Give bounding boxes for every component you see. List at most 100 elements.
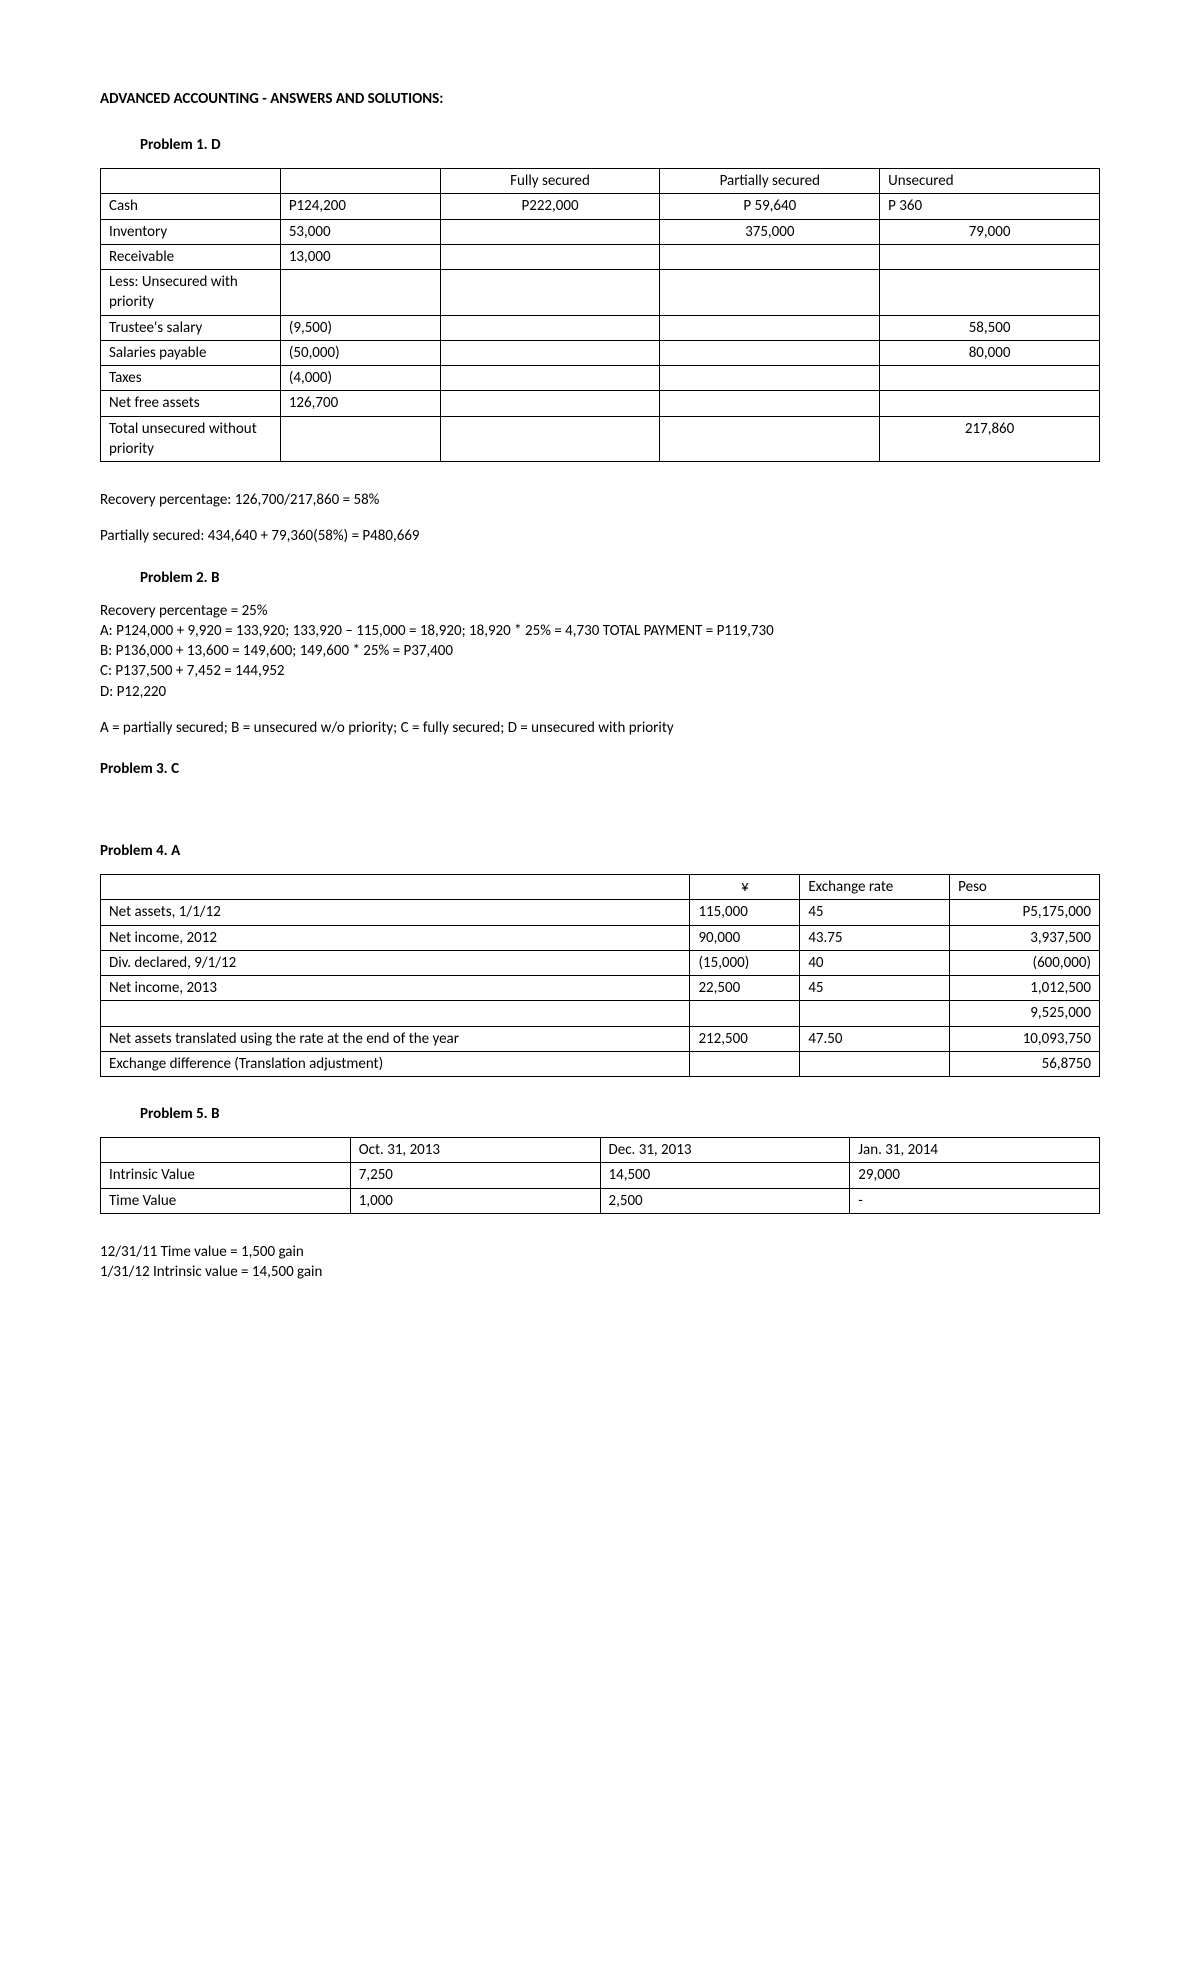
table-cell (660, 315, 880, 340)
table-cell: 53,000 (280, 219, 440, 244)
table-header-cell: Fully secured (440, 169, 660, 194)
table-header-cell (101, 875, 690, 900)
table-cell (660, 391, 880, 416)
table-header-row: Oct. 31, 2013 Dec. 31, 2013 Jan. 31, 201… (101, 1138, 1100, 1163)
table-cell (660, 270, 880, 316)
table-cell: 29,000 (850, 1163, 1100, 1188)
table-row: Trustee's salary (9,500) 58,500 (101, 315, 1100, 340)
table-row: Net income, 2013 22,500 45 1,012,500 (101, 976, 1100, 1001)
table-row: Intrinsic Value 7,250 14,500 29,000 (101, 1163, 1100, 1188)
table-cell: 79,000 (880, 219, 1100, 244)
table-cell: Taxes (101, 366, 281, 391)
table-cell (440, 244, 660, 269)
table-cell (440, 219, 660, 244)
p2-line: D: P12,220 (100, 682, 1100, 702)
table-cell (660, 416, 880, 462)
problem-4-heading: Problem 4. A (100, 842, 1100, 860)
table-cell: 126,700 (280, 391, 440, 416)
table-cell (101, 1001, 690, 1026)
table-cell: 45 (800, 900, 950, 925)
p2-line: Recovery percentage = 25% (100, 601, 1100, 621)
table-cell: (50,000) (280, 340, 440, 365)
table-row: Less: Unsecured with priority (101, 270, 1100, 316)
table-header-cell: Unsecured (880, 169, 1100, 194)
table-header-cell: Jan. 31, 2014 (850, 1138, 1100, 1163)
table-row: Net income, 2012 90,000 43.75 3,937,500 (101, 925, 1100, 950)
table-cell: 1,012,500 (950, 976, 1100, 1001)
table-cell: 7,250 (350, 1163, 600, 1188)
table-cell (880, 366, 1100, 391)
table-cell: 212,500 (690, 1026, 800, 1051)
table-row: Total unsecured without priority 217,860 (101, 416, 1100, 462)
table-cell (440, 366, 660, 391)
table-cell: (9,500) (280, 315, 440, 340)
table-cell: 56,8750 (950, 1051, 1100, 1076)
table-cell: Time Value (101, 1188, 351, 1213)
table-cell: - (850, 1188, 1100, 1213)
table-cell (660, 340, 880, 365)
p2-line: B: P136,000 + 13,600 = 149,600; 149,600 … (100, 641, 1100, 661)
recovery-percentage-p1: Recovery percentage: 126,700/217,860 = 5… (100, 490, 1100, 510)
p2-line: C: P137,500 + 7,452 = 144,952 (100, 661, 1100, 681)
table-cell: Div. declared, 9/1/12 (101, 950, 690, 975)
table-cell: 45 (800, 976, 950, 1001)
table-cell (280, 270, 440, 316)
table-header-cell (280, 169, 440, 194)
table-cell: (4,000) (280, 366, 440, 391)
table-cell: P 59,640 (660, 194, 880, 219)
table-cell (660, 366, 880, 391)
table-header-cell: Peso (950, 875, 1100, 900)
table-header-cell: Dec. 31, 2013 (600, 1138, 850, 1163)
table-cell: Net assets, 1/1/12 (101, 900, 690, 925)
table-row: Inventory 53,000 375,000 79,000 (101, 219, 1100, 244)
problem-3-heading: Problem 3. C (100, 760, 1100, 778)
table-row: Net free assets 126,700 (101, 391, 1100, 416)
table-cell: Net income, 2012 (101, 925, 690, 950)
table-cell: 47.50 (800, 1026, 950, 1051)
table-header-cell: Oct. 31, 2013 (350, 1138, 600, 1163)
table-cell: Net assets translated using the rate at … (101, 1026, 690, 1051)
table-cell: Inventory (101, 219, 281, 244)
table-cell: 9,525,000 (950, 1001, 1100, 1026)
table-cell: 375,000 (660, 219, 880, 244)
table-cell: P124,200 (280, 194, 440, 219)
table-cell (440, 270, 660, 316)
p2-legend: A = partially secured; B = unsecured w/o… (100, 718, 1100, 738)
table-cell: Net income, 2013 (101, 976, 690, 1001)
p5-note: 12/31/11 Time value = 1,500 gain (100, 1242, 1100, 1262)
page-title: ADVANCED ACCOUNTING - ANSWERS AND SOLUTI… (100, 90, 1100, 108)
table-cell: Less: Unsecured with priority (101, 270, 281, 316)
table-cell (800, 1001, 950, 1026)
table-row: Net assets translated using the rate at … (101, 1026, 1100, 1051)
table-cell (440, 340, 660, 365)
table-row: Exchange difference (Translation adjustm… (101, 1051, 1100, 1076)
table-cell: P5,175,000 (950, 900, 1100, 925)
table-header-row: ¥ Exchange rate Peso (101, 875, 1100, 900)
problem-1-table: Fully secured Partially secured Unsecure… (100, 168, 1100, 462)
table-cell: 40 (800, 950, 950, 975)
table-row: Net assets, 1/1/12 115,000 45 P5,175,000 (101, 900, 1100, 925)
table-cell (440, 416, 660, 462)
table-cell: 90,000 (690, 925, 800, 950)
table-header-cell (101, 169, 281, 194)
table-row: Cash P124,200 P222,000 P 59,640 P 360 (101, 194, 1100, 219)
problem-2-heading: Problem 2. B (140, 569, 1100, 587)
table-row: Salaries payable (50,000) 80,000 (101, 340, 1100, 365)
table-cell (800, 1051, 950, 1076)
table-cell: 13,000 (280, 244, 440, 269)
table-cell: Receivable (101, 244, 281, 269)
problem-4-table: ¥ Exchange rate Peso Net assets, 1/1/12 … (100, 874, 1100, 1077)
table-cell (690, 1001, 800, 1026)
table-cell: P 360 (880, 194, 1100, 219)
table-cell: 1,000 (350, 1188, 600, 1213)
table-header-cell: Partially secured (660, 169, 880, 194)
p5-note: 1/31/12 Intrinsic value = 14,500 gain (100, 1262, 1100, 1282)
table-row: Taxes (4,000) (101, 366, 1100, 391)
p2-line: A: P124,000 + 9,920 = 133,920; 133,920 –… (100, 621, 1100, 641)
table-cell (880, 244, 1100, 269)
table-cell: 22,500 (690, 976, 800, 1001)
table-cell: 10,093,750 (950, 1026, 1100, 1051)
table-cell: 2,500 (600, 1188, 850, 1213)
table-row: 9,525,000 (101, 1001, 1100, 1026)
table-cell: (15,000) (690, 950, 800, 975)
